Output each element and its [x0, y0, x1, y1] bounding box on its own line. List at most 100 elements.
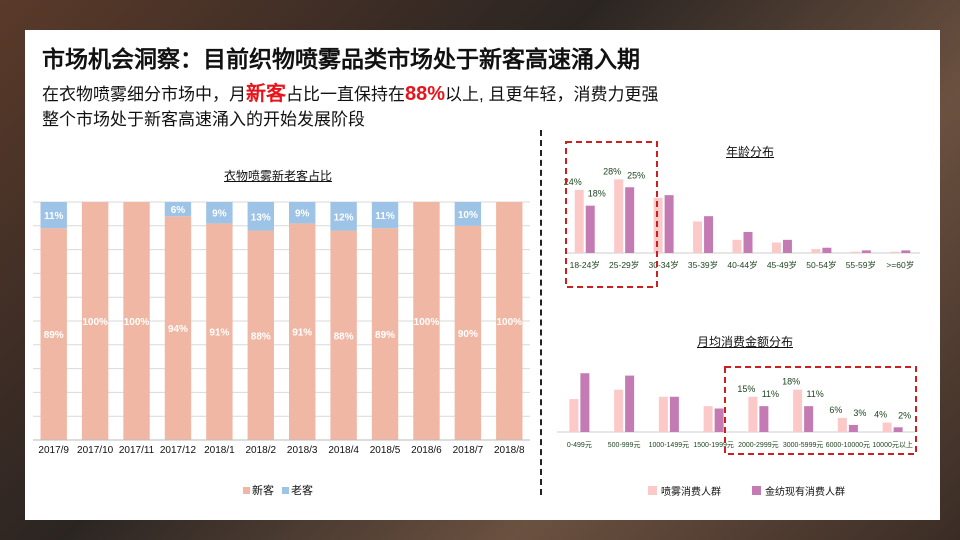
bar-home-consumers: [580, 373, 590, 432]
bar-old-customer: [330, 202, 357, 231]
x-tick-label: 2018/6: [411, 445, 442, 456]
chart-title-age: 年龄分布: [725, 145, 775, 159]
bar-home-consumers: [743, 231, 753, 253]
x-tick-label: >=60岁: [886, 260, 914, 270]
bar-home-consumers: [804, 406, 814, 432]
chart-title-new-old: 衣物喷雾新老客占比: [223, 169, 333, 183]
bar-spray-consumers: [882, 422, 892, 432]
bar-home-consumers: [893, 427, 903, 432]
data-label-new: 94%: [168, 324, 188, 335]
data-label: 18%: [588, 189, 606, 199]
subtitle-line-2: 整个市场处于新客高速涌入的开始发展阶段: [42, 110, 365, 129]
legend-label-home: 金纺现有消费人群: [765, 485, 845, 498]
chart-title-spend: 月均消费金额分布: [696, 335, 794, 349]
bar-spray-consumers: [703, 406, 713, 432]
x-tick-label: 1000-1499元: [649, 441, 689, 449]
legend-swatch-home: [752, 486, 761, 495]
bar-home-consumers: [782, 239, 792, 253]
bar-new-customer: [454, 225, 482, 440]
x-tick-label: 18-24岁: [570, 260, 600, 270]
bar-new-customer: [413, 202, 440, 440]
x-tick-label: 2017/10: [77, 445, 114, 456]
page-title: 市场机会洞察：目前织物喷雾品类市场处于新客高速涌入期: [42, 46, 640, 72]
bar-home-consumers: [625, 375, 635, 432]
bar-spray-consumers: [574, 189, 584, 253]
data-label: 11%: [762, 389, 779, 399]
subtitle-line-1: 在衣物喷雾细分市场中，月新客占比一直保持在88%以上, 且更年轻，消费力更强: [42, 77, 658, 106]
bar-spray-consumers: [614, 179, 624, 253]
data-label: 6%: [829, 405, 842, 415]
data-label-old: 13%: [251, 212, 271, 223]
bar-spray-consumers: [793, 389, 803, 432]
bar-old-customer: [206, 202, 233, 224]
bar-new-customer: [371, 228, 399, 440]
bar-home-consumers: [669, 396, 679, 432]
bar-home-consumers: [664, 195, 674, 253]
legend-swatch-old: [282, 487, 289, 494]
data-label-new: 91%: [209, 328, 229, 339]
bar-old-customer: [247, 202, 274, 231]
x-tick-label: 30-34岁: [648, 260, 678, 270]
x-tick-label: 0-499元: [567, 441, 592, 449]
data-label-new: 89%: [44, 330, 64, 341]
x-tick-label: 3000-5999元: [783, 441, 823, 449]
bar-spray-consumers: [569, 399, 579, 432]
data-label: 3%: [853, 408, 866, 418]
data-label: 2%: [898, 410, 911, 420]
x-tick-label: 500-999元: [608, 441, 641, 449]
data-label-new: 100%: [497, 317, 523, 328]
x-tick-label: 2017/11: [119, 445, 155, 456]
bar-spray-consumers: [837, 417, 847, 432]
bar-new-customer: [123, 202, 150, 440]
legend-swatch-new: [243, 487, 250, 494]
text: 在衣物喷雾细分市场中，月: [42, 85, 246, 104]
x-tick-label: 35-39岁: [688, 260, 718, 270]
data-label: 25%: [627, 170, 645, 180]
x-tick-label: 2018/1: [204, 445, 235, 456]
bar-old-customer: [371, 202, 399, 229]
data-label-new: 90%: [458, 329, 478, 340]
bar-spray-consumers: [732, 239, 742, 253]
text: 占比一直保持在: [286, 85, 405, 104]
x-tick-label: 2018/3: [287, 445, 318, 456]
bar-home-consumers: [585, 205, 595, 253]
data-label: 4%: [874, 410, 887, 420]
x-tick-label: 2017/9: [38, 445, 69, 456]
x-tick-label: 40-44岁: [727, 260, 757, 270]
data-label-old: 11%: [375, 211, 395, 222]
bar-home-consumers: [901, 250, 911, 253]
bar-spray-consumers: [890, 251, 900, 253]
bar-home-consumers: [625, 187, 635, 253]
highlight-88-percent: 88%: [405, 83, 446, 105]
x-tick-label: 2018/4: [328, 445, 359, 456]
highlight-box: [724, 366, 917, 455]
bar-spray-consumers: [653, 197, 663, 253]
data-label-new: 100%: [82, 317, 108, 328]
x-tick-label: 2018/8: [494, 445, 525, 456]
bar-home-consumers: [822, 247, 832, 253]
bar-home-consumers: [714, 408, 724, 432]
bar-new-customer: [247, 230, 274, 440]
data-label-new: 100%: [124, 317, 150, 328]
data-label-new: 88%: [334, 331, 354, 342]
bar-home-consumers: [861, 250, 871, 253]
bar-old-customer: [164, 202, 192, 217]
bar-home-consumers: [704, 216, 714, 253]
bar-spray-consumers: [771, 242, 781, 253]
data-label-new: 100%: [414, 317, 440, 328]
x-tick-label: 55-59岁: [846, 260, 876, 270]
x-tick-label: 1500-1999元: [693, 441, 733, 449]
x-tick-label: 2017/12: [160, 445, 197, 456]
data-label-old: 6%: [171, 205, 186, 216]
data-label-new: 89%: [375, 330, 395, 341]
legend-label-spray: 喷雾消费人群: [661, 485, 721, 498]
bar-spray-consumers: [693, 221, 703, 253]
data-label: 15%: [737, 384, 755, 394]
legend-label-old: 老客: [291, 483, 313, 497]
bar-new-customer: [164, 216, 192, 440]
bar-new-customer: [330, 230, 357, 440]
bar-old-customer: [40, 202, 67, 229]
bar-spray-consumers: [811, 249, 821, 253]
data-label: 24%: [564, 177, 582, 187]
